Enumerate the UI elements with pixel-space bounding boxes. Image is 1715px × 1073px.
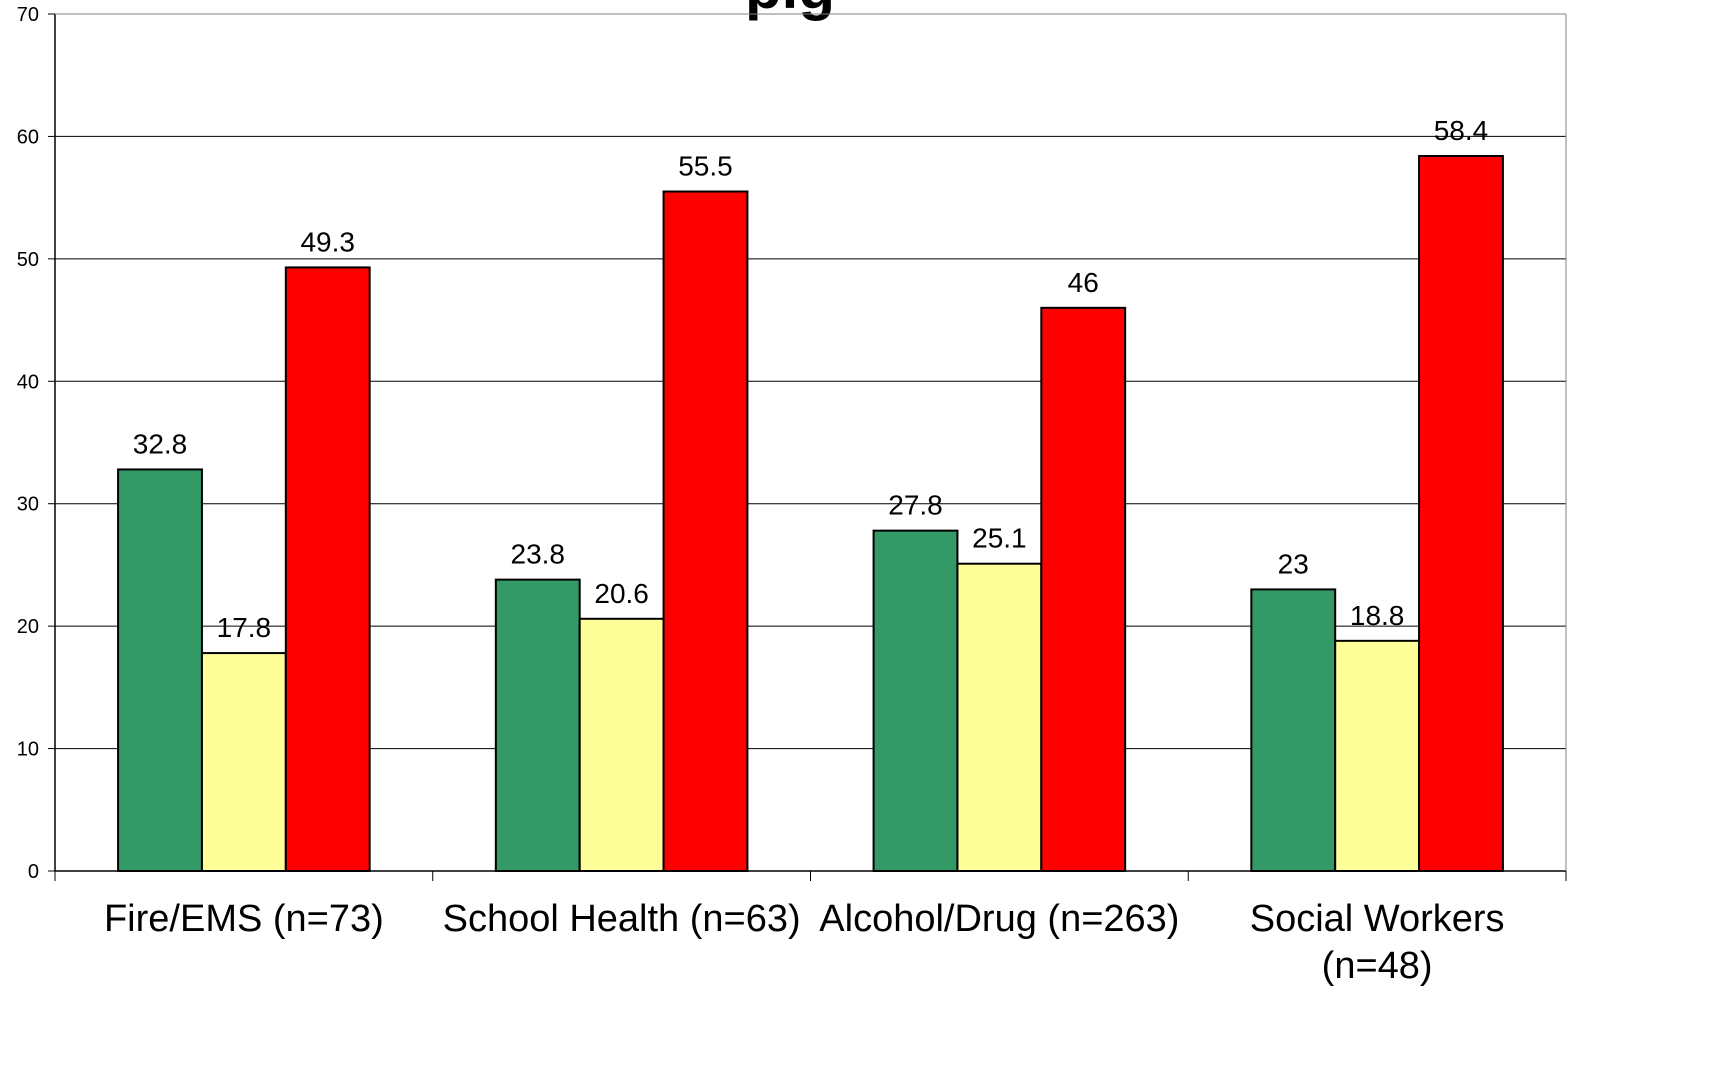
data-label-3-1: 18.8 <box>1350 600 1405 631</box>
y-tick-label-0: 0 <box>28 861 39 883</box>
x-category-label-line: (n=48) <box>1322 945 1433 987</box>
data-label-2-1: 25.1 <box>972 523 1027 554</box>
data-label-0-0: 32.8 <box>133 428 188 459</box>
data-label-1-0: 23.8 <box>511 539 566 570</box>
bar-2-1 <box>956 562 1043 872</box>
bar-3-0 <box>1250 588 1337 873</box>
x-category-label-line: School Health (n=63) <box>443 898 801 940</box>
chart-title-layer: pig <box>745 0 835 21</box>
y-tick-label-70: 70 <box>17 4 39 26</box>
data-label-0-2: 49.3 <box>300 226 355 257</box>
y-tick-label-50: 50 <box>17 249 39 271</box>
grid-layer <box>55 13 1566 750</box>
bar-0-2 <box>284 266 371 873</box>
x-category-label-line: Fire/EMS (n=73) <box>104 898 384 940</box>
y-tick-label-20: 20 <box>17 616 39 638</box>
data-label-3-2: 58.4 <box>1434 115 1489 146</box>
axes-layer <box>48 13 1567 881</box>
bar-2-0 <box>872 529 959 872</box>
bar-1-0 <box>494 578 581 872</box>
bar-1-1 <box>578 617 665 872</box>
bar-3-1 <box>1334 639 1421 872</box>
x-category-label-1: School Health (n=63) <box>443 898 801 940</box>
bar-0-1 <box>200 652 287 872</box>
x-category-label-3: Social Workers (n=48) <box>1250 898 1505 987</box>
data-label-0-1: 17.8 <box>217 612 272 643</box>
data-label-2-0: 27.8 <box>888 490 943 521</box>
data-label-1-1: 20.6 <box>594 578 649 609</box>
data-label-2-2: 46 <box>1068 267 1099 298</box>
data-label-3-0: 23 <box>1278 548 1309 579</box>
y-tick-label-60: 60 <box>17 126 39 148</box>
x-category-label-0: Fire/EMS (n=73) <box>104 898 384 940</box>
y-tick-label-30: 30 <box>17 494 39 516</box>
bar-3-2 <box>1418 155 1504 872</box>
y-tick-label-10: 10 <box>17 739 39 761</box>
x-category-label-line: Social Workers <box>1250 898 1505 940</box>
data-label-1-2: 55.5 <box>678 151 733 182</box>
chart-title-fragment: pig <box>745 0 835 21</box>
bar-1-2 <box>662 190 749 872</box>
bar-2-2 <box>1040 306 1127 873</box>
labels-layer: 0 10 20 30 40 50 60 70 32.8 17.8 49.3 Fire/EMS (n=7… <box>17 4 1505 987</box>
x-category-label-2: Alcohol/Drug (n=263) <box>819 898 1179 940</box>
x-category-label-line: Alcohol/Drug (n=263) <box>819 898 1179 940</box>
bar-0-0 <box>117 468 203 872</box>
bars-layer <box>117 155 1504 873</box>
y-tick-label-40: 40 <box>17 371 39 393</box>
